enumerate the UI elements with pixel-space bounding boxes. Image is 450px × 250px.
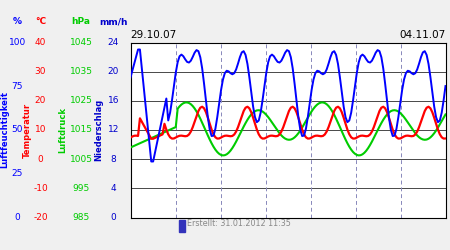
Text: 8: 8 [111,155,116,164]
Text: Erstellt: 31.01.2012 11:35: Erstellt: 31.01.2012 11:35 [187,219,291,228]
Text: 24: 24 [108,38,119,47]
Text: 75: 75 [11,82,23,91]
Text: -10: -10 [33,184,48,193]
Text: 04.11.07: 04.11.07 [399,30,446,40]
Text: Temperatur: Temperatur [22,102,32,158]
Text: 40: 40 [35,38,46,47]
Text: -20: -20 [33,213,48,222]
Text: mm/h: mm/h [99,17,128,26]
Text: 995: 995 [72,184,90,193]
Text: hPa: hPa [72,17,90,26]
Text: 985: 985 [72,213,90,222]
Text: 1045: 1045 [70,38,92,47]
Text: %: % [13,17,22,26]
Text: 25: 25 [11,169,23,178]
Text: 4: 4 [111,184,116,193]
Text: 12: 12 [108,126,119,134]
Text: 10: 10 [35,126,46,134]
Text: 0: 0 [38,155,43,164]
Text: 16: 16 [108,96,119,105]
Text: °C: °C [35,17,46,26]
Text: 20: 20 [35,96,46,105]
Text: Luftfeuchtigkeit: Luftfeuchtigkeit [0,92,9,168]
Bar [179,220,185,232]
Text: 0: 0 [14,213,20,222]
Text: 50: 50 [11,126,23,134]
Text: 100: 100 [9,38,26,47]
Text: 1035: 1035 [69,67,93,76]
Text: 29.10.07: 29.10.07 [130,30,177,40]
Text: 1025: 1025 [70,96,92,105]
Text: 30: 30 [35,67,46,76]
Text: 1005: 1005 [69,155,93,164]
Text: Niederschlag: Niederschlag [94,99,104,161]
Text: Luftdruck: Luftdruck [58,107,68,153]
Text: 0: 0 [111,213,116,222]
Text: 1015: 1015 [69,126,93,134]
Text: 20: 20 [108,67,119,76]
